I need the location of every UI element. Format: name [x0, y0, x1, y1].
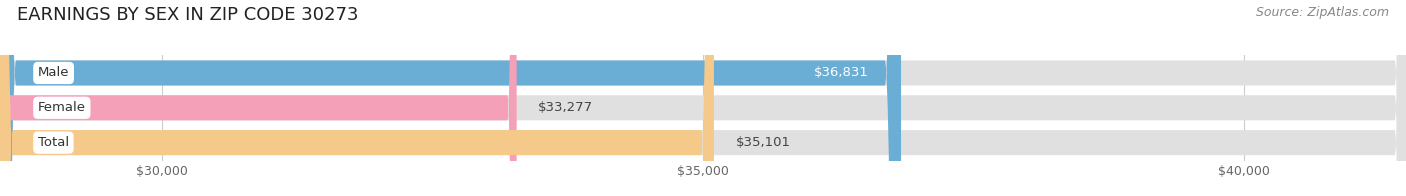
FancyBboxPatch shape: [0, 0, 516, 196]
Text: Source: ZipAtlas.com: Source: ZipAtlas.com: [1256, 6, 1389, 19]
Text: Total: Total: [38, 136, 69, 149]
FancyBboxPatch shape: [0, 0, 901, 196]
Text: Male: Male: [38, 66, 69, 80]
Text: $35,101: $35,101: [735, 136, 790, 149]
FancyBboxPatch shape: [0, 0, 714, 196]
Text: $36,831: $36,831: [814, 66, 869, 80]
Text: Female: Female: [38, 101, 86, 114]
Text: EARNINGS BY SEX IN ZIP CODE 30273: EARNINGS BY SEX IN ZIP CODE 30273: [17, 6, 359, 24]
Text: $33,277: $33,277: [538, 101, 593, 114]
